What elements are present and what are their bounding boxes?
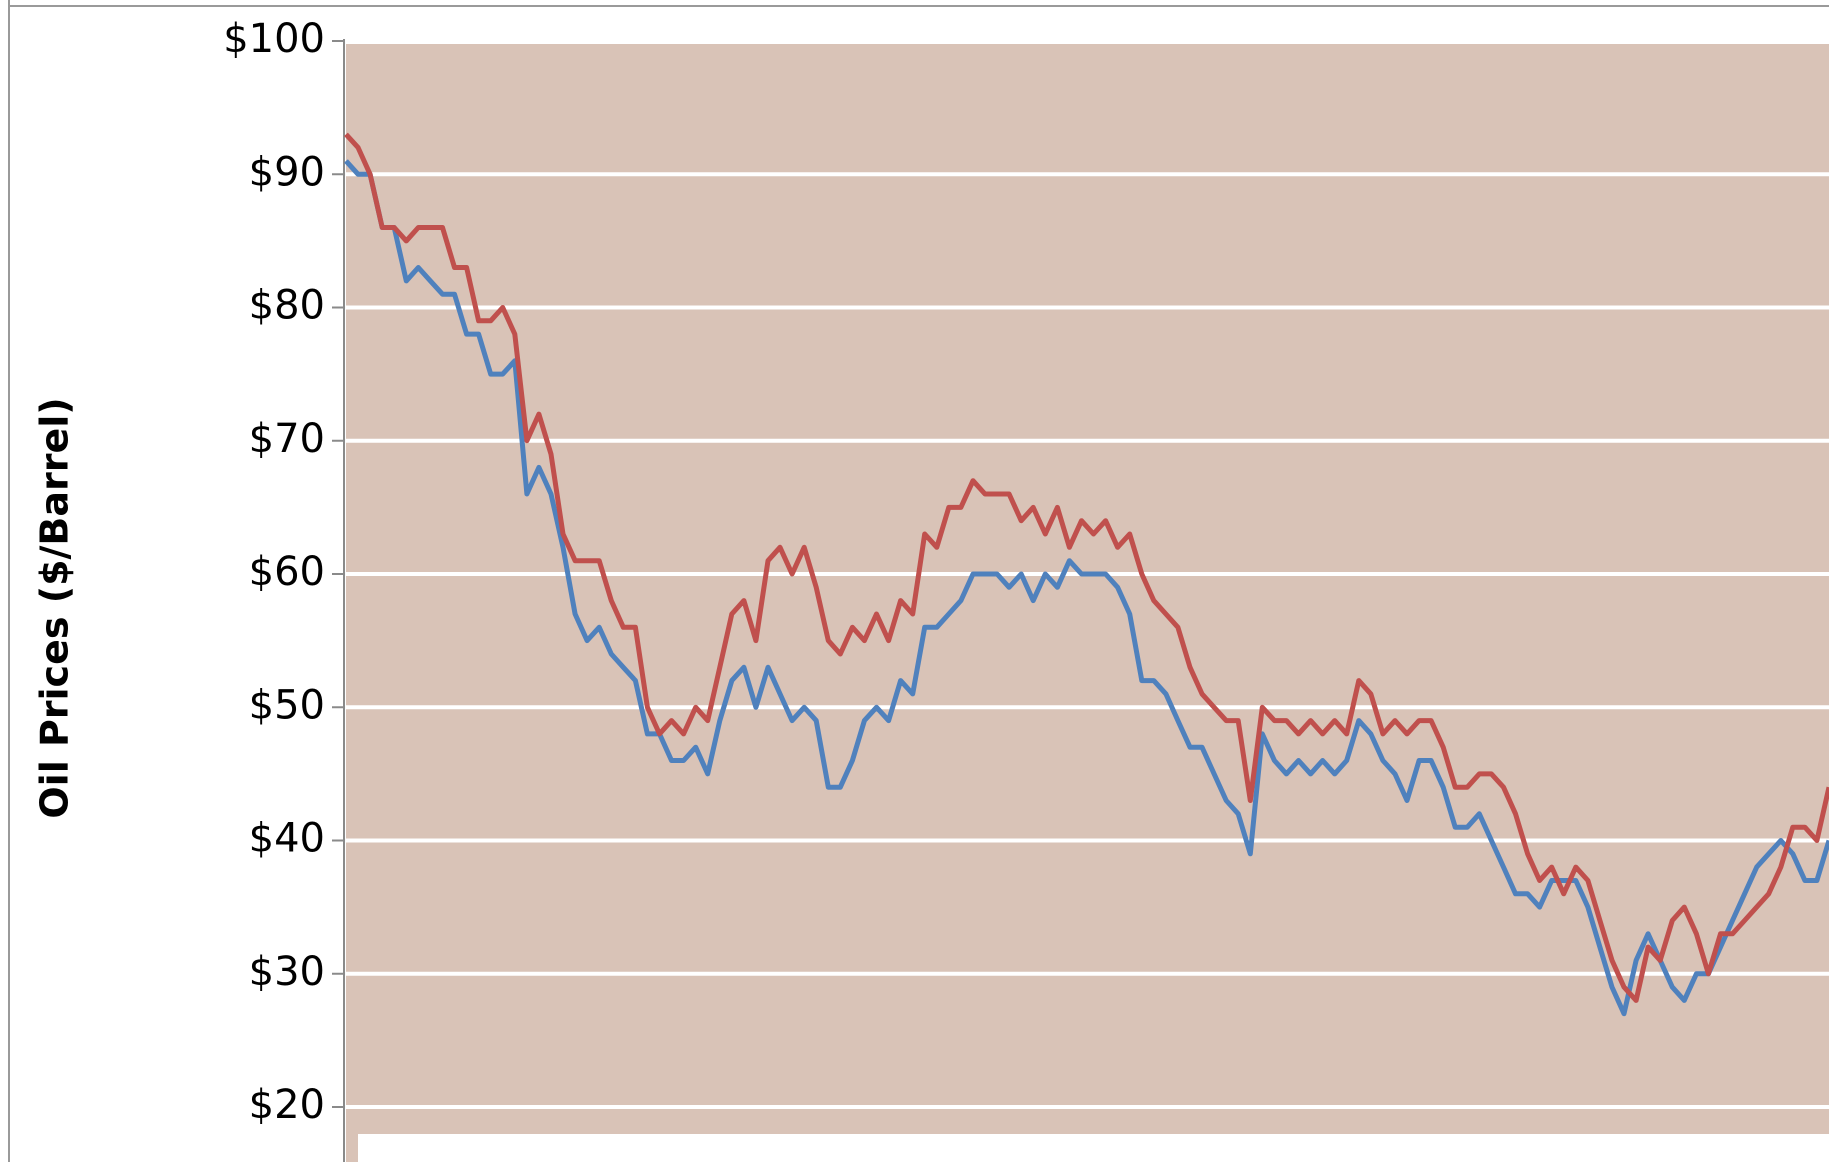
y-tick-label: $90 [249,149,325,195]
plot-background [346,44,1829,1162]
y-tick-label: $100 [223,16,325,62]
y-axis-title: Oil Prices ($/Barrel) [33,397,77,818]
y-tick-label: $70 [249,416,325,462]
y-tick-label: $50 [249,682,325,728]
series-line [344,132,1829,1003]
y-tick-label: $40 [249,816,325,862]
y-tick-label: $80 [249,283,325,329]
y-tick-label: $20 [249,1082,325,1128]
plot-area: $20 $30 $40 $50 $60 $70 $80 $90 $100 [223,16,1829,1162]
y-tick-label: $60 [249,549,325,595]
series-line [344,159,1829,1017]
legend-box [358,1134,1829,1162]
y-tick-label: $30 [249,949,325,995]
